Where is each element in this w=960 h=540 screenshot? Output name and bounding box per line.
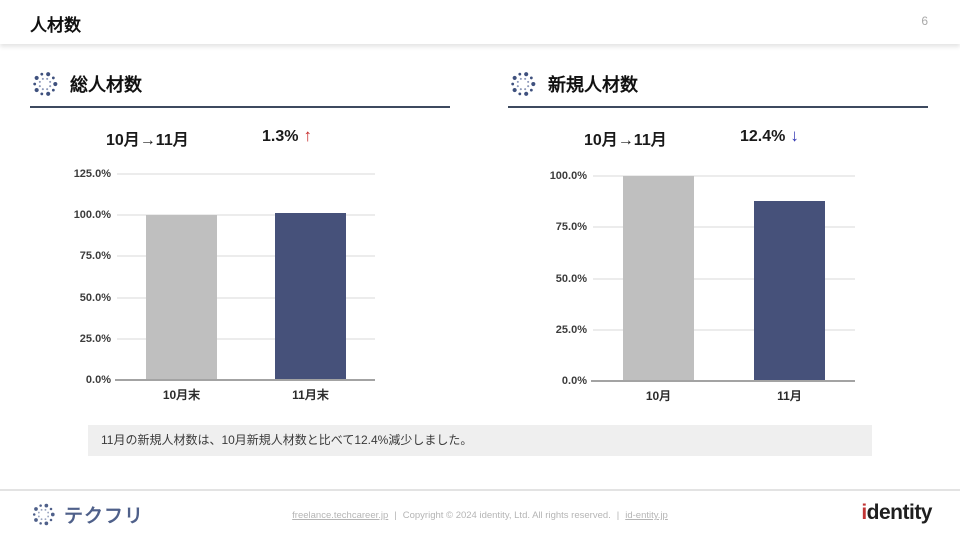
footer-divider [0,489,960,491]
gridline [117,296,375,299]
x-axis-labels: 10月 11月 [593,387,855,404]
gridline [117,173,375,175]
techcareer-logo: テクフリ [30,501,144,528]
bar-slot [246,174,375,380]
techcareer-logo-icon [32,503,55,526]
bar-slot [593,176,724,381]
x-tick-label: 10月 [645,389,672,403]
bars-container [593,176,855,381]
y-tick-label: 50.0% [555,272,587,285]
separator: | [616,510,620,521]
total-change-value: 1.3% ↑ [262,126,312,145]
gridline [593,328,855,331]
x-axis-labels: 10月末 11月末 [117,386,375,403]
y-tick-label: 75.0% [79,250,111,263]
y-tick-label: 125.0% [73,168,111,180]
x-tick-label: 10月末 [162,388,201,402]
panel-new-title: 新規人材数 [548,75,638,95]
gridline [593,277,855,280]
panel-new-personnel: 新規人材数 10月→11月 12.4% ↓ [508,62,928,150]
x-axis-line [115,379,375,381]
y-tick-label: 50.0% [79,291,111,304]
dotted-circle-logo-icon [511,72,536,96]
bar-10月末 [146,215,217,380]
total-period-label: 10月→11月 [106,132,189,149]
identity-logo-i: i [861,501,867,524]
x-tick-label: 11月 [777,389,802,403]
gridline [117,337,375,340]
panel-total-personnel: 総人材数 10月→11月 1.3% ↑ [30,62,450,150]
new-change-value: 12.4% ↓ [740,126,799,145]
gridline [593,175,855,177]
panel-new-header: 新規人材数 [508,62,928,108]
plot-area [591,175,855,382]
bar-slot [117,174,246,380]
dotted-circle-logo-icon [33,72,58,96]
total-comparison-row: 10月→11月 1.3% ↑ [30,126,450,150]
bar-10月 [623,176,694,381]
gridline [117,214,375,217]
new-comparison-row: 10月→11月 12.4% ↓ [508,126,928,150]
panel-total-header: 総人材数 [30,62,450,108]
gridline [117,255,375,258]
y-tick-label: 100.0% [73,209,111,222]
gridline [593,226,855,229]
y-tick-label: 75.0% [555,221,587,234]
page-title: 人材数 [30,16,81,35]
bar-11月 [754,201,825,381]
y-tick-label: 100.0% [549,170,587,182]
x-axis-line [591,380,855,382]
identity-logo-rest: dentity [866,501,933,524]
new-period-label: 10月→11月 [584,132,667,149]
company-link[interactable]: id-entity.jp [625,510,668,521]
y-tick-label: 25.0% [555,323,587,336]
identity-logo: identity [861,501,932,525]
bar-slot [724,176,855,381]
bar-11月末 [275,213,346,380]
footer-copyright: freelance.techcareer.jp | Copyright © 2024… [292,510,668,521]
copyright-text: Copyright © 2024 identity, Ltd. All righ… [402,510,611,521]
site-link[interactable]: freelance.techcareer.jp [292,510,389,521]
plot-area [115,173,375,381]
panel-total-title: 総人材数 [70,75,142,95]
summary-note-text: 11月の新規人材数は、10月新規人材数と比べて12.4%減少しました。 [101,433,473,447]
y-tick-label: 0.0% [85,374,111,386]
separator: | [394,510,397,521]
techcareer-logo-text: テクフリ [64,506,145,527]
page-number: 6 [921,14,928,28]
down-arrow-icon: ↓ [790,126,799,145]
bars-container [117,174,375,380]
slide-header: 人材数 6 [0,0,960,44]
y-tick-label: 0.0% [561,375,587,387]
up-arrow-icon: ↑ [303,126,312,145]
summary-note-box: 11月の新規人材数は、10月新規人材数と比べて12.4%減少しました。 [88,425,872,456]
y-tick-label: 25.0% [79,332,111,345]
x-tick-label: 11月末 [292,388,329,402]
